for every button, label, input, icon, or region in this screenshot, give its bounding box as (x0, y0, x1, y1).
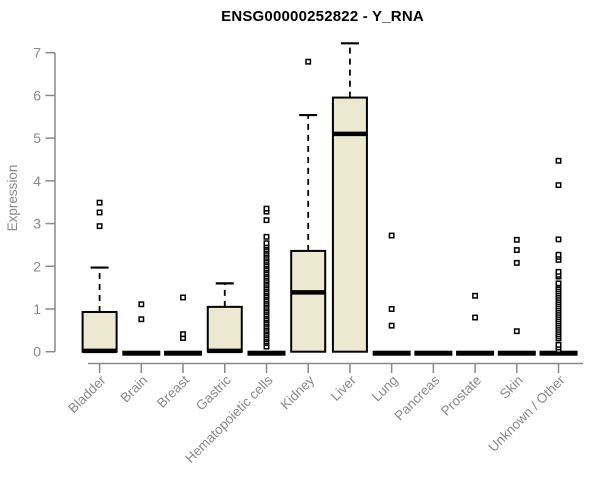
outlier-point (263, 205, 270, 212)
boxplot-lung (372, 232, 411, 356)
outlier-point (263, 240, 270, 247)
outlier-point (305, 58, 312, 65)
boxplot-brain (122, 301, 161, 356)
x-tick-label: Breast (154, 372, 192, 410)
outlier-point (388, 322, 395, 329)
outlier-point (263, 217, 270, 224)
outlier-point (513, 247, 520, 254)
outlier-point (180, 331, 186, 338)
x-tick-label: Gastric (193, 372, 234, 413)
outlier-point (555, 182, 562, 189)
median-line-collapsed (247, 350, 286, 356)
outlier-point (96, 199, 103, 206)
boxplot-pancreas (414, 350, 453, 356)
outlier-point (555, 157, 562, 164)
boxplot-gastric (206, 282, 243, 354)
box-rect (290, 249, 327, 353)
y-tick-label: 5 (33, 130, 41, 146)
box-rect (206, 305, 243, 353)
boxplot-prostate (456, 292, 495, 356)
y-tick-label: 3 (33, 216, 41, 232)
outlier-point (472, 314, 479, 321)
outlier-point (555, 280, 562, 287)
y-tick-label: 4 (33, 173, 41, 189)
x-tick-label: Liver (328, 372, 360, 404)
x-tick-label: Unknown / Other (485, 372, 568, 455)
y-tick-label: 1 (33, 301, 41, 317)
outlier-point (555, 251, 562, 258)
median-line-collapsed (372, 350, 411, 356)
y-tick-label: 0 (33, 344, 41, 360)
outlier-point (263, 233, 270, 240)
outlier-point (472, 292, 479, 299)
x-tick-label: Skin (497, 373, 526, 402)
boxplot-kidney (290, 58, 327, 353)
y-tick-label: 7 (33, 45, 41, 61)
y-tick-label: 2 (33, 258, 41, 274)
box-rect (81, 310, 118, 353)
outlier-point (138, 301, 145, 308)
box-rect (331, 96, 368, 353)
outlier-point (138, 316, 145, 323)
median-line-collapsed (164, 350, 203, 356)
median-line-collapsed (497, 350, 536, 356)
outlier-point (555, 268, 562, 275)
boxplot-hematopoietic-cells (247, 205, 286, 356)
boxplot-breast (164, 294, 203, 356)
boxplot-bladder (81, 199, 118, 354)
outlier-point (96, 223, 103, 230)
outlier-point (513, 328, 520, 335)
boxplot-liver (331, 42, 368, 353)
boxplot-unknown-other (539, 157, 578, 356)
outlier-point (388, 306, 395, 312)
x-tick-label: Bladder (65, 372, 109, 416)
outlier-point (180, 294, 186, 301)
outlier-point (555, 341, 562, 348)
outlier-point (513, 236, 520, 243)
x-tick-label: Kidney (278, 372, 318, 412)
outlier-point (96, 209, 103, 216)
x-tick-label: Prostate (438, 373, 484, 419)
x-tick-label: Lung (369, 373, 401, 405)
x-tick-label: Brain (118, 373, 151, 406)
median-line-collapsed (414, 350, 453, 356)
boxplot-skin (497, 236, 536, 356)
median-line-collapsed (456, 350, 495, 356)
outlier-point (388, 232, 395, 239)
outlier-point (513, 259, 520, 266)
x-tick-label: Pancreas (392, 372, 443, 423)
outlier-point (555, 236, 562, 243)
chart-title: ENSG00000252822 - Y_RNA (221, 8, 424, 25)
y-tick-label: 6 (33, 87, 41, 103)
median-line-collapsed (539, 350, 578, 356)
median-line-collapsed (122, 350, 161, 356)
